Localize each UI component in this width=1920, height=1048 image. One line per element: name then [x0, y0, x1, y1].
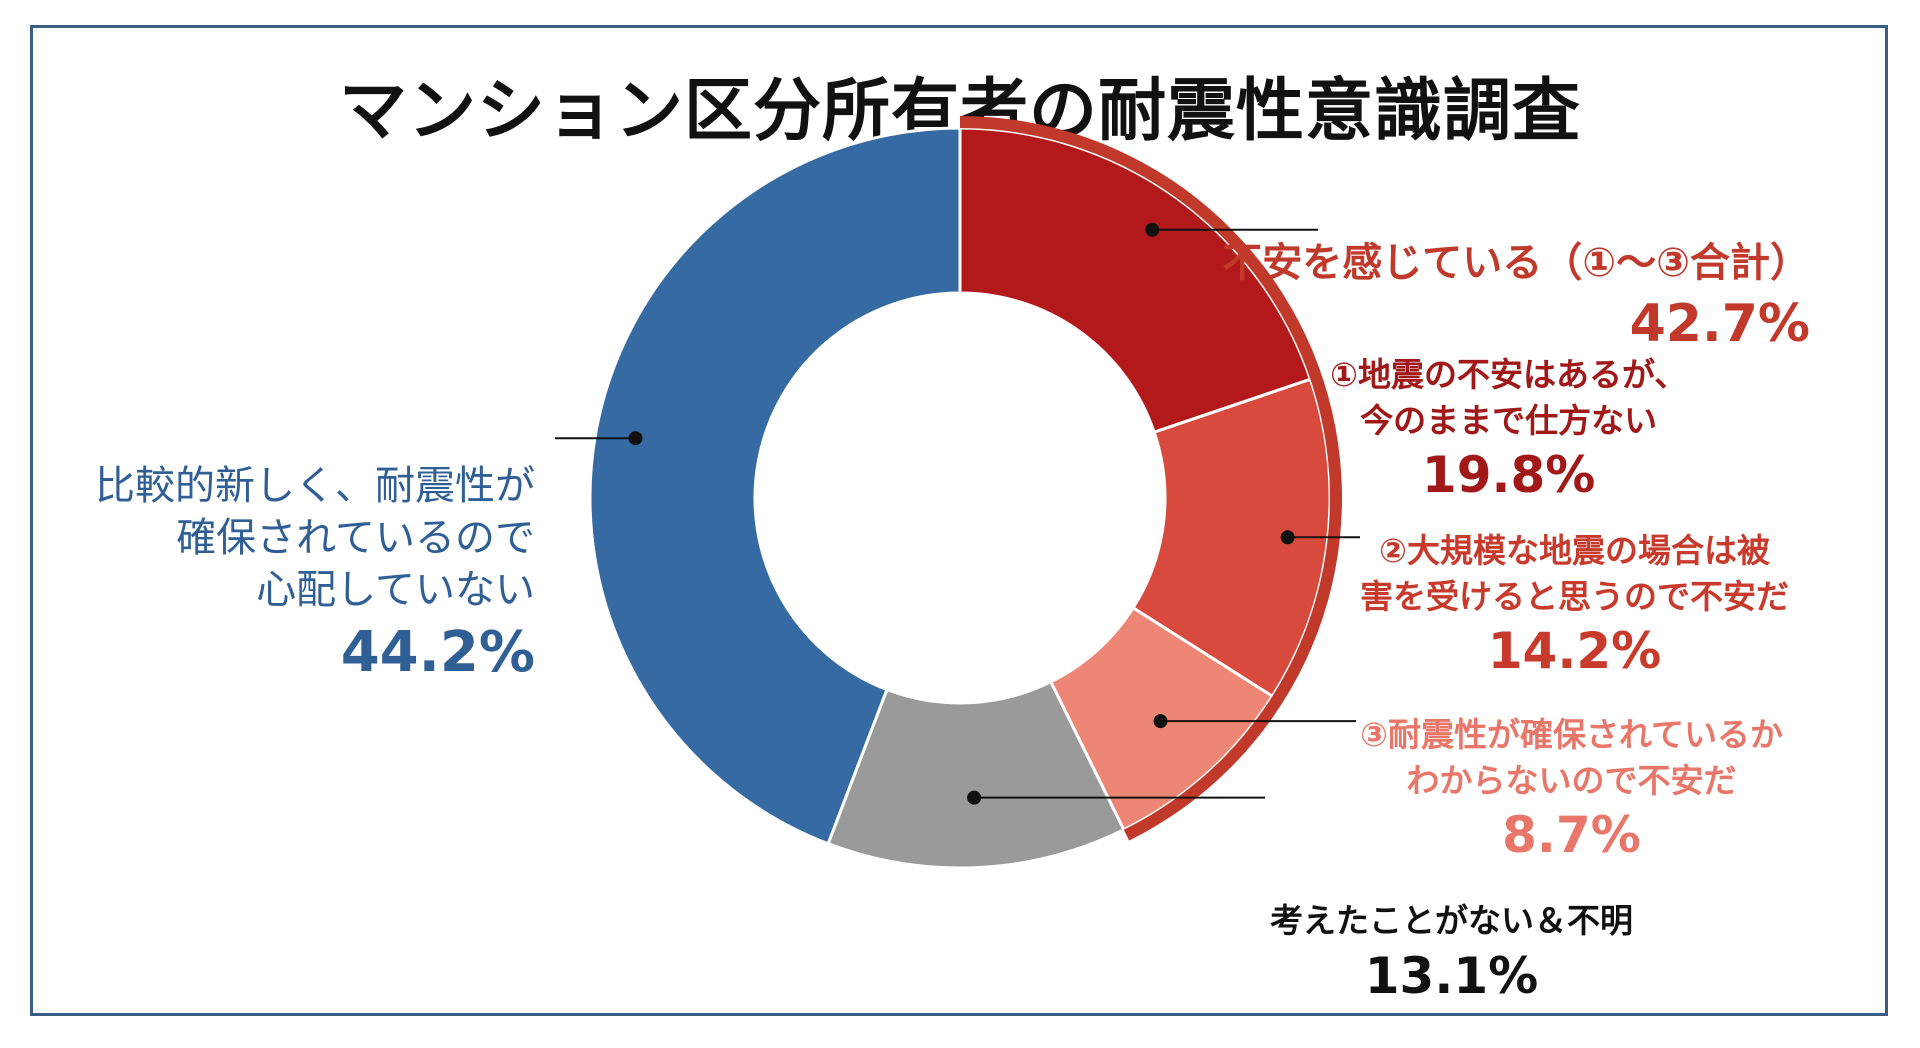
slice-label-1: ①地震の不安はあるが、 今のままで仕方ない 19.8%: [1330, 352, 1687, 506]
slice-label-1-line1: ①地震の不安はあるが、: [1330, 355, 1688, 394]
donut-slices: [588, 126, 1332, 870]
slice-label-5-line2: 確保されているので: [176, 515, 535, 561]
slice-label-5-line1: 比較的新しく、耐震性が: [95, 463, 535, 509]
slice-label-5: 比較的新しく、耐震性が 確保されているので 心配していない 44.2%: [95, 460, 535, 690]
donut-slice-5: [588, 126, 962, 846]
leader-dot-1: [1145, 222, 1160, 237]
leader-dot-5: [628, 431, 643, 446]
slice-label-2-line1: ②大規模な地震の場合は被: [1379, 531, 1770, 570]
donut-slice-1: [958, 126, 1313, 435]
group-label: 不安を感じている（①〜③合計） 42.7%: [1222, 230, 1810, 354]
slice-label-3-line2: わからないので不安だ: [1406, 761, 1737, 800]
group-label-title: 不安を感じている（①〜③合計）: [1222, 240, 1810, 286]
slice-label-4-line1: 考えたことがない＆不明: [1270, 901, 1633, 940]
slice-label-2: ②大規模な地震の場合は被 害を受けると思うので不安だ 14.2%: [1360, 528, 1789, 682]
group-label-value: 42.7%: [1629, 294, 1810, 354]
slice-label-1-value: 19.8%: [1421, 446, 1596, 504]
slice-label-5-line3: 心配していない: [256, 567, 535, 613]
leader-dot-2: [1280, 530, 1295, 545]
slice-label-3-value: 8.7%: [1502, 806, 1641, 864]
slice-label-4-value: 13.1%: [1364, 947, 1539, 1005]
slice-label-4: 考えたことがない＆不明 13.1%: [1270, 898, 1633, 1008]
leader-lines: [555, 222, 1360, 805]
donut-slice-2: [1131, 377, 1332, 699]
leader-dot-3: [1153, 714, 1168, 729]
chart-frame: [30, 25, 1888, 1016]
slice-label-2-value: 14.2%: [1487, 622, 1662, 680]
slice-label-5-value: 44.2%: [340, 620, 535, 685]
slice-label-3-line1: ③耐震性が確保されているか: [1360, 715, 1783, 754]
slice-label-2-line2: 害を受けると思うので不安だ: [1360, 577, 1789, 616]
slice-label-3: ③耐震性が確保されているか わからないので不安だ 8.7%: [1360, 712, 1783, 866]
slice-label-1-line2: 今のままで仕方ない: [1360, 401, 1658, 440]
leader-dot-4: [967, 790, 982, 805]
